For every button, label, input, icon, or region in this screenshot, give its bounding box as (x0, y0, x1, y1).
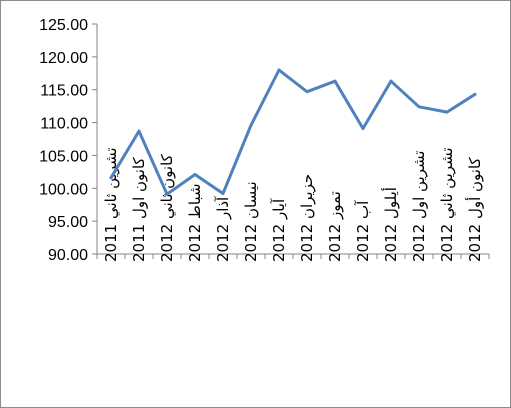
data-point (249, 123, 253, 127)
x-tick-label: تشرين ثاني 2011 (102, 147, 121, 262)
y-tick-label: 120.00 (39, 50, 88, 67)
x-tick-label: آيار 2012 (270, 198, 288, 262)
series-line (109, 68, 477, 196)
data-point (333, 79, 337, 83)
x-tick-label: كانون اول 2011 (130, 156, 148, 262)
x-tick-label: آب 2012 (354, 200, 372, 262)
y-tick-label: 110.00 (40, 116, 88, 133)
x-tick-label: أيلول 2012 (381, 187, 400, 262)
x-tick-label: كانون أول 2012 (465, 156, 484, 262)
data-point (109, 176, 113, 180)
data-point (389, 79, 393, 83)
data-point (193, 172, 197, 176)
x-tick-label: شباط 2012 (186, 184, 204, 263)
data-point (305, 90, 309, 94)
data-point (165, 192, 169, 196)
x-tick-label: كانون ثاني 2012 (158, 153, 177, 262)
y-tick-label: 95.00 (48, 214, 88, 231)
y-tick-label: 105.00 (39, 148, 88, 165)
y-tick-label: 100.00 (39, 181, 88, 198)
data-point (277, 68, 281, 72)
data-point (221, 192, 225, 196)
data-point (417, 105, 421, 109)
x-tick-label: تشرين ثاني 2012 (438, 147, 457, 262)
data-point (445, 110, 449, 114)
x-tick-label: تشرين اول 2012 (410, 151, 428, 262)
x-tick-label: نيسان 2012 (242, 181, 260, 262)
x-axis: تشرين ثاني 2011 كانون اول 2011 كانون ثاني … (96, 147, 490, 263)
data-point (361, 126, 365, 130)
data-point (137, 129, 141, 133)
x-tick-label: تموز 2012 (326, 191, 344, 262)
x-tick-label: حزيران 2012 (298, 174, 316, 262)
y-axis: 90.00 95.00 100.00 105.00 110.00 115.00 120.00… (39, 17, 98, 264)
x-tick-label: آذار 2012 (214, 196, 232, 262)
data-point (473, 92, 477, 96)
y-tick-label: 90.00 (48, 247, 88, 264)
series-group (109, 68, 477, 196)
y-tick-label: 115.00 (40, 83, 88, 100)
y-tick-label: 125.00 (39, 17, 88, 34)
